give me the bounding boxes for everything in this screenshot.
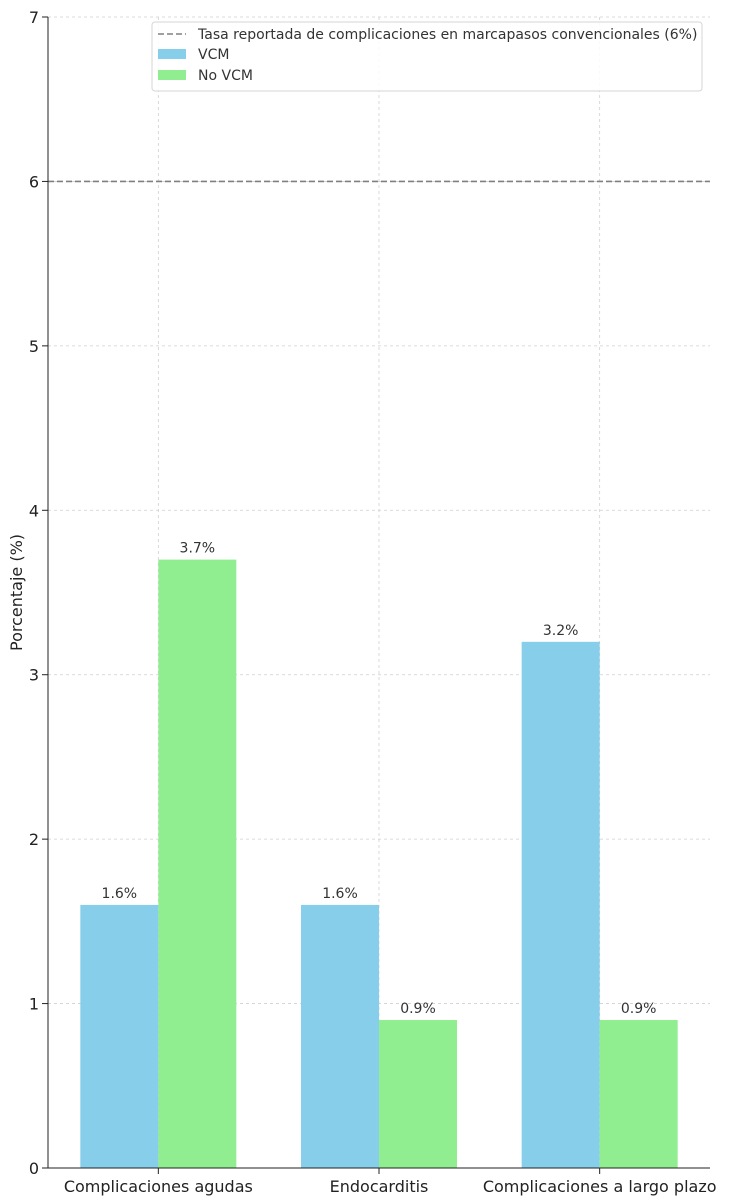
bar-value-label: 0.9% [400, 1001, 436, 1017]
bar-value-label: 1.6% [102, 886, 138, 902]
bar [80, 904, 159, 1168]
bar [158, 559, 237, 1168]
y-tick-label: 4 [29, 501, 39, 520]
legend-no-vcm-swatch [158, 70, 186, 80]
legend: Tasa reportada de complicaciones en marc… [151, 21, 703, 92]
bar [521, 641, 600, 1168]
legend-vcm-label: VCM [198, 47, 229, 63]
bar-value-label: 3.7% [180, 541, 216, 557]
bar-value-label: 1.6% [322, 886, 358, 902]
bar-labels: 1.6% 1.6% 3.2% 3.7% 0.9% 0.9% [102, 541, 657, 1017]
y-axis-title: Porcentaje (%) [7, 534, 26, 651]
bar [379, 1020, 457, 1168]
legend-vcm-swatch [158, 49, 186, 59]
bar [301, 904, 379, 1168]
y-tick-label: 6 [29, 172, 39, 191]
axes: 0 1 2 3 4 5 6 7 Complicaciones agudas Endocarditi… [29, 8, 717, 1196]
x-tick-label: Endocarditis [330, 1177, 429, 1196]
y-tick-label: 2 [29, 830, 39, 849]
bars [80, 559, 678, 1168]
legend-box [151, 21, 703, 92]
y-tick-label: 7 [29, 8, 39, 27]
bar [599, 1020, 678, 1168]
y-tick-label: 3 [29, 666, 39, 685]
bar-value-label: 0.9% [621, 1001, 657, 1017]
legend-no-vcm-label: No VCM [198, 68, 253, 84]
y-tick-label: 0 [29, 1159, 39, 1178]
y-tick-label: 1 [29, 995, 39, 1014]
legend-reference-label: Tasa reportada de complicaciones en marc… [197, 27, 697, 43]
y-tick-label: 5 [29, 337, 39, 356]
x-tick-label: Complicaciones agudas [64, 1177, 253, 1196]
x-tick-label: Complicaciones a largo plazo [483, 1177, 717, 1196]
bar-value-label: 3.2% [543, 623, 579, 639]
